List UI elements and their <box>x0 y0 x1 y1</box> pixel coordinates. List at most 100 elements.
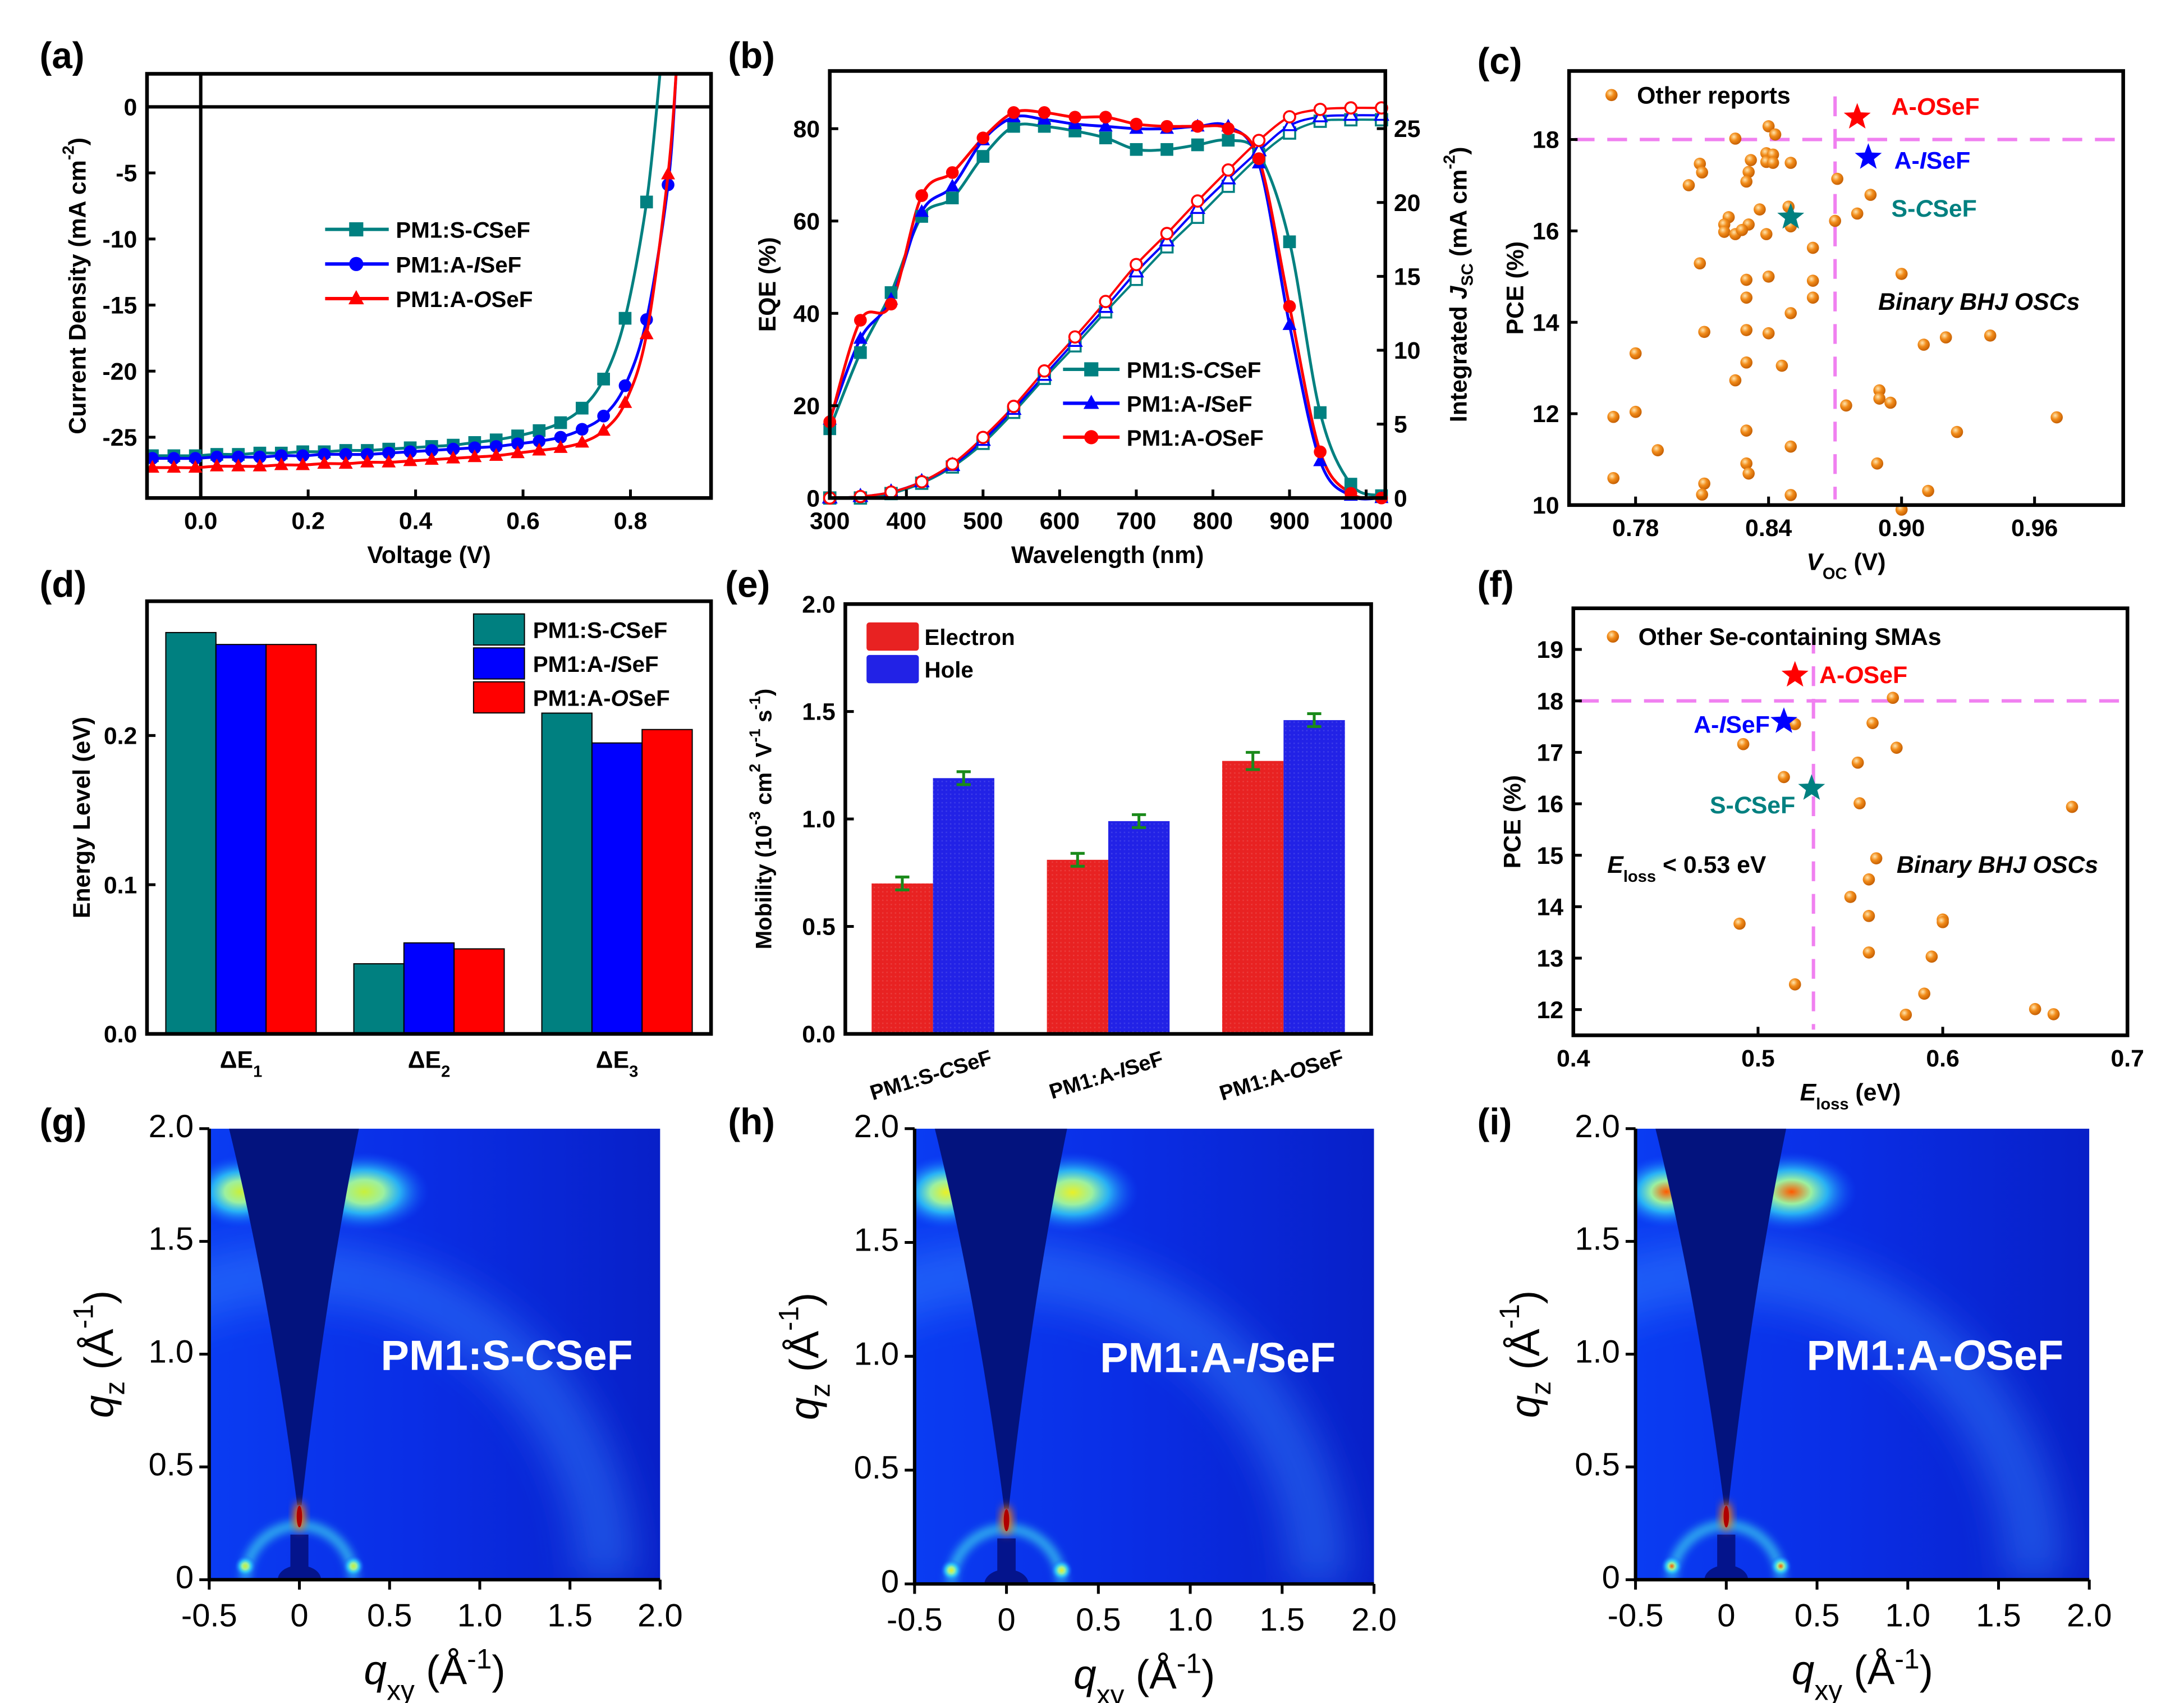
other-report-point <box>1696 166 1709 179</box>
other-report-point <box>1762 120 1775 132</box>
eqe-point <box>1222 134 1235 147</box>
legend-label: PM1:S-*C*SeF <box>533 618 668 643</box>
x-tick-label: 0.6 <box>1926 1045 1960 1072</box>
x-tick-label: 0.4 <box>399 508 433 535</box>
plot-frame <box>1567 69 2125 507</box>
y2-axis-label: Integrated *J*_{SC} (mA cm^{-2}) <box>1441 147 1477 422</box>
data-point <box>446 450 461 464</box>
energy-bar <box>641 729 693 1034</box>
y-tick-label: 2.0 <box>854 1109 900 1145</box>
other-report-point <box>1895 268 1908 280</box>
data-point <box>424 452 439 465</box>
bar-texture <box>933 778 994 1034</box>
y-tick-label: 0 <box>176 1559 194 1595</box>
panel-label: (a) <box>40 35 85 76</box>
other-report-point <box>1754 203 1766 216</box>
y-tick-label: 14 <box>1533 309 1559 336</box>
eqe-point <box>1160 143 1173 156</box>
data-point <box>167 460 181 473</box>
data-point <box>618 379 632 392</box>
other-report-point <box>2050 411 2063 424</box>
bar-texture <box>1108 821 1170 1034</box>
y-axis-label: Current Density (mA cm^{-2}) <box>60 138 91 434</box>
other-report-point <box>1762 270 1775 283</box>
legend-label: PM1:A-*O*SeF <box>396 287 533 312</box>
other-report-point <box>1718 226 1731 238</box>
eqe-point <box>1283 300 1296 313</box>
other-report-point <box>1694 257 1706 270</box>
y-tick-label: 0.5 <box>149 1447 194 1483</box>
other-report-point <box>1740 291 1753 304</box>
panel-label: (h) <box>728 1101 775 1142</box>
jsc-point <box>1281 117 1298 131</box>
other-report-point <box>1629 405 1642 418</box>
data-point <box>339 448 352 461</box>
jsc-point <box>1099 295 1113 308</box>
eqe-point <box>1098 118 1113 132</box>
y-tick-label: 0 <box>124 94 137 121</box>
other-report-point <box>1866 717 1879 729</box>
y-tick-label: 0 <box>881 1564 899 1600</box>
bar-texture <box>871 883 933 1034</box>
highlight-star <box>1777 203 1805 229</box>
jv-curve <box>152 74 678 469</box>
legend-label: PM1:A-*I*SeF <box>396 252 521 277</box>
x-tick-label: 0.96 <box>2011 515 2058 542</box>
legend-label: Other Se-containing SMAs <box>1639 624 1942 651</box>
eqe-point <box>1282 317 1297 330</box>
x-axis-label: Voltage (V) <box>367 542 490 569</box>
category-label: PM1:A-*O*SeF <box>1217 1046 1346 1106</box>
x-axis-label: *q*_{xy} (Å^{-1}) <box>1073 1647 1215 1703</box>
data-point <box>576 423 589 436</box>
eqe-point <box>945 178 960 192</box>
other-report-point <box>1851 207 1864 220</box>
bar-texture <box>1222 761 1284 1034</box>
y-tick-label: 0 <box>806 485 820 512</box>
other-report-point <box>1775 359 1788 372</box>
error-bar <box>1307 712 1322 728</box>
x-tick-label: 2.0 <box>637 1597 683 1633</box>
energy-bar <box>165 631 217 1034</box>
legend-swatch <box>866 654 919 684</box>
y-tick-label: 0.5 <box>854 1450 900 1486</box>
y-tick-label: 0.1 <box>104 872 137 899</box>
other-report-point <box>2066 800 2079 813</box>
y-tick-label: 13 <box>1536 945 1563 972</box>
eqe-point <box>1191 120 1204 133</box>
eqe-point <box>854 346 867 359</box>
category-label: PM1:A-*I*SeF <box>1047 1047 1166 1104</box>
data-point <box>296 449 309 463</box>
data-point <box>167 452 181 465</box>
x-tick-label: 900 <box>1269 508 1309 535</box>
specular-spot <box>1723 1505 1729 1528</box>
y-tick-label: 40 <box>793 300 820 327</box>
y-tick-label: 0.0 <box>802 1021 836 1048</box>
panel-label: (e) <box>725 564 770 605</box>
x-tick-label: 0.5 <box>367 1597 412 1633</box>
data-point <box>533 424 546 437</box>
y-tick-label: 0.5 <box>1575 1447 1620 1483</box>
category-label: ΔE_{3} <box>596 1046 639 1081</box>
y-tick-label: 1.0 <box>802 806 836 833</box>
legend-label: PM1:A-*O*SeF <box>533 686 670 711</box>
y-tick-label: 2.0 <box>1575 1109 1620 1145</box>
eqe-point <box>1007 120 1020 133</box>
data-point <box>209 459 224 471</box>
data-point <box>425 444 438 457</box>
x-tick-label: 400 <box>887 508 926 535</box>
eqe-point <box>1068 111 1082 124</box>
data-point <box>296 457 310 470</box>
lamellar-peak <box>940 1559 962 1582</box>
other-report-point <box>1729 374 1742 387</box>
y-tick-label: 0.2 <box>104 722 137 749</box>
y-tick-label: 60 <box>793 208 820 235</box>
data-point <box>231 459 246 471</box>
giwaxs-pattern <box>914 1128 1374 1584</box>
other-report-point <box>1862 946 1875 959</box>
jsc-point <box>1283 110 1296 123</box>
eqe-point <box>1314 445 1327 459</box>
eqe-point <box>1191 138 1204 152</box>
other-report-point <box>1740 356 1753 369</box>
highlight-star <box>1770 707 1797 733</box>
